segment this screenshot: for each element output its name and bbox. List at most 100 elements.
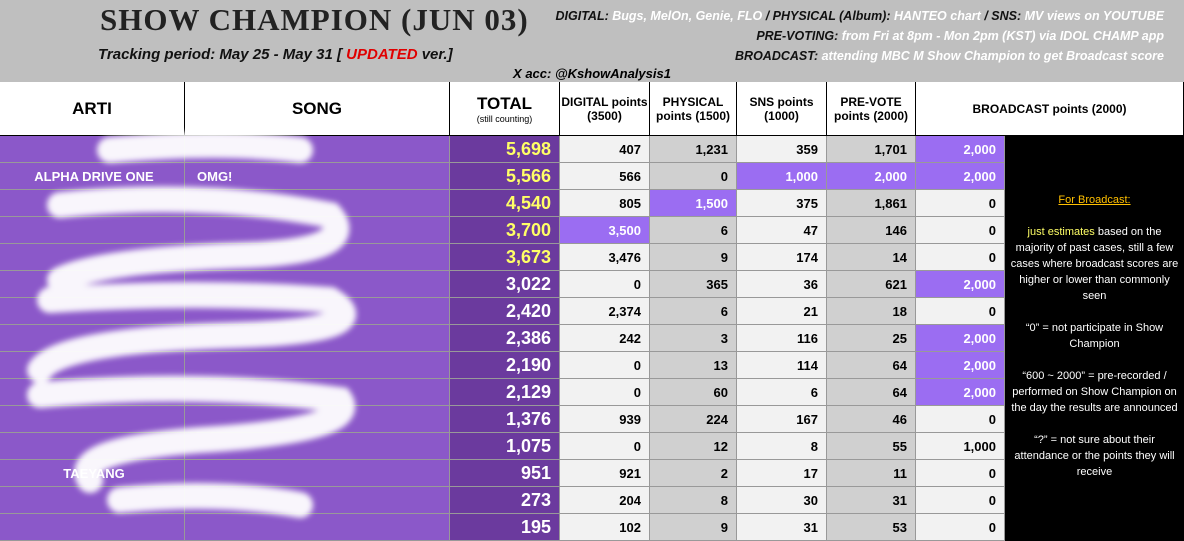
prevote-cell: 2,000 [827, 163, 916, 190]
digital-cell: 805 [560, 190, 650, 217]
artist-value: ALPHA DRIVE ONE [34, 168, 154, 184]
physical-value: 8 [720, 492, 728, 508]
physical-value: 12 [713, 438, 728, 454]
physical-value: 13 [713, 357, 728, 373]
sns-value: 8 [810, 438, 818, 454]
header-text: TOTAL [476, 93, 533, 113]
total-cell: 5,566 [450, 163, 560, 190]
physical-cell: 1,231 [650, 136, 737, 163]
prevote-value: 621 [885, 276, 907, 292]
sns-value: 30 [803, 492, 818, 508]
broadcast-value: 1,000 [963, 438, 996, 454]
sns-cell: 359 [737, 136, 827, 163]
info-value: HANTEO chart [894, 9, 981, 23]
broadcast-cell: 1,000 [916, 433, 1005, 460]
sns-value: 114 [797, 357, 818, 373]
prevote-value: 11 [893, 465, 907, 481]
note: just estimates based on the majority of … [1009, 224, 1180, 304]
broadcast-cell: 0 [916, 487, 1005, 514]
total-value: 2,190 [505, 354, 551, 375]
physical-cell: 365 [650, 271, 737, 298]
prevote-value: 64 [892, 357, 907, 373]
physical-cell: 6 [650, 217, 737, 244]
physical-value: 6 [720, 303, 728, 319]
song-cell [185, 352, 450, 379]
digital-value: 0 [633, 357, 641, 373]
info-line: DIGITAL: Bugs, MelOn, Genie, FLO / PHYSI… [524, 6, 1164, 26]
digital-value: 0 [633, 276, 641, 292]
broadcast-value: 0 [988, 492, 996, 508]
prevote-value: 25 [892, 330, 907, 346]
physical-cell: 3 [650, 325, 737, 352]
digital-value: 204 [619, 492, 641, 508]
prevote-cell: 14 [827, 244, 916, 271]
digital-cell: 921 [560, 460, 650, 487]
broadcast-value: 0 [988, 222, 996, 238]
physical-cell: 9 [650, 514, 737, 541]
total-cell: 3,673 [450, 244, 560, 271]
digital-cell: 3,476 [560, 244, 650, 271]
info-value: from Fri at 8pm - Mon 2pm (KST) via IDOL… [841, 29, 1164, 43]
prevote-cell: 31 [827, 487, 916, 514]
digital-value: 407 [619, 141, 641, 157]
digital-value: 242 [619, 330, 641, 346]
song-cell [185, 514, 450, 541]
prevote-value: 2,000 [874, 168, 907, 184]
updated-tag: UPDATED [346, 46, 418, 63]
sns-cell: 116 [737, 325, 827, 352]
physical-cell: 13 [650, 352, 737, 379]
info-label: PRE-VOTING: [756, 29, 839, 43]
sns-cell: 47 [737, 217, 827, 244]
total-value: 1,075 [505, 435, 551, 456]
broadcast-value: 2,000 [963, 357, 996, 373]
artist-cell [0, 406, 185, 433]
column-header: SONG [185, 82, 450, 136]
column-header: SNS points (1000) [737, 82, 827, 136]
digital-value: 805 [619, 195, 641, 211]
sns-cell: 167 [737, 406, 827, 433]
sns-cell: 8 [737, 433, 827, 460]
total-value: 273 [520, 489, 551, 510]
digital-value: 0 [633, 384, 641, 400]
physical-cell: 9 [650, 244, 737, 271]
song-cell: OMG! [185, 163, 450, 190]
digital-cell: 0 [560, 271, 650, 298]
note-text: based on the majority of past cases, sti… [1010, 226, 1179, 302]
physical-cell: 6 [650, 298, 737, 325]
broadcast-value: 0 [988, 303, 996, 319]
total-value: 195 [520, 516, 551, 537]
physical-value: 2 [720, 465, 728, 481]
digital-cell: 3,500 [560, 217, 650, 244]
column-header: TOTAL (still counting) [450, 82, 560, 136]
digital-cell: 407 [560, 136, 650, 163]
broadcast-cell: 2,000 [916, 379, 1005, 406]
physical-cell: 8 [650, 487, 737, 514]
note: “600 ~ 2000” = pre-recorded / performed … [1011, 370, 1178, 414]
info-label: BROADCAST: [735, 49, 819, 63]
column-header: PRE-VOTE points (2000) [827, 82, 916, 136]
digital-value: 0 [633, 438, 641, 454]
physical-value: 365 [706, 276, 728, 292]
sns-value: 17 [803, 465, 818, 481]
tracking-period: Tracking period: May 25 - May 31 [ UPDAT… [98, 46, 453, 63]
info-value: attending MBC M Show Champion to get Bro… [821, 49, 1164, 63]
song-cell [185, 460, 450, 487]
sns-value: 375 [796, 195, 818, 211]
digital-cell: 204 [560, 487, 650, 514]
digital-cell: 0 [560, 352, 650, 379]
prevote-value: 14 [892, 249, 907, 265]
total-value: 3,022 [505, 273, 551, 294]
prevote-cell: 46 [827, 406, 916, 433]
sns-cell: 36 [737, 271, 827, 298]
note: “?” = not sure about their attendance or… [1014, 434, 1175, 478]
tracking-text: ver.] [421, 46, 453, 63]
prevote-cell: 1,861 [827, 190, 916, 217]
digital-cell: 242 [560, 325, 650, 352]
note-highlight: just estimates [1027, 226, 1095, 238]
digital-cell: 102 [560, 514, 650, 541]
physical-value: 9 [720, 249, 728, 265]
prevote-value: 55 [892, 438, 907, 454]
total-cell: 2,190 [450, 352, 560, 379]
broadcast-cell: 0 [916, 190, 1005, 217]
note: “0” = not participate in Show Champion [1025, 322, 1164, 350]
